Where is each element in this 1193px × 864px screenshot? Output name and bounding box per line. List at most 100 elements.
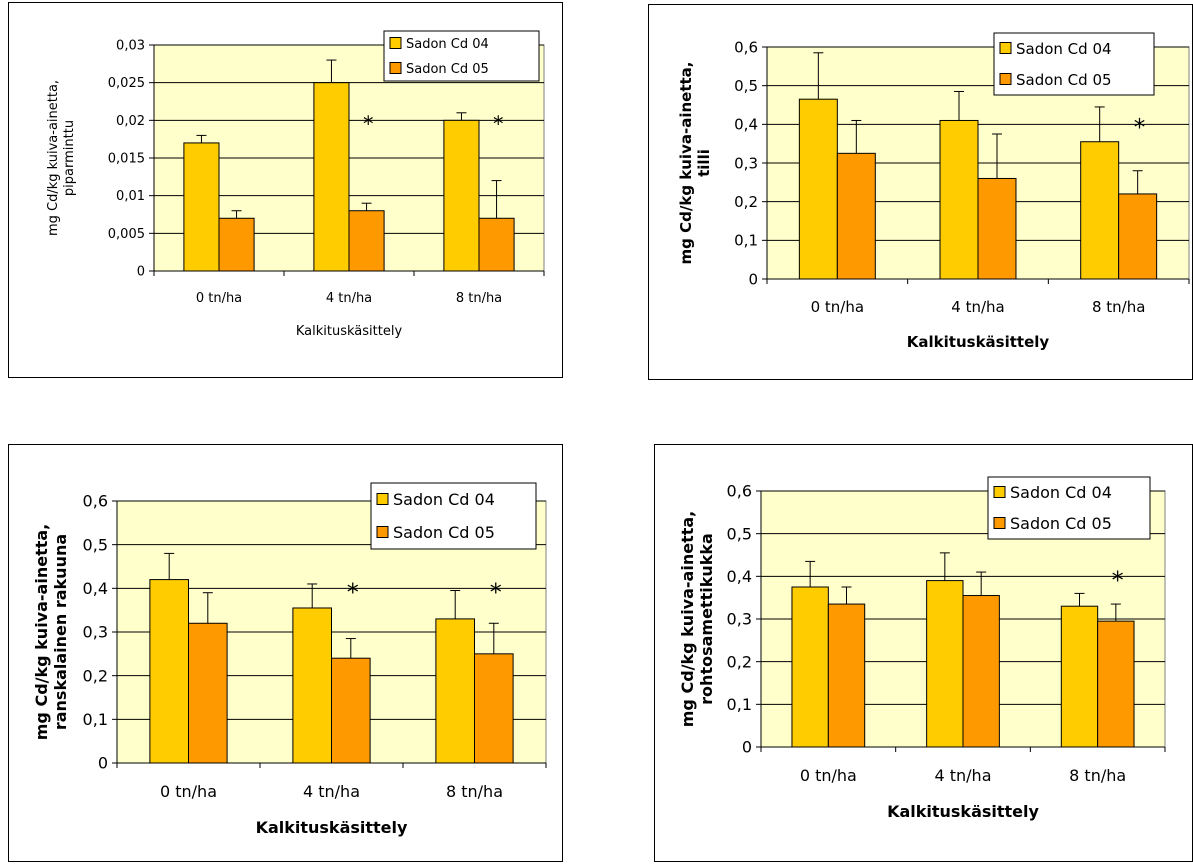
significance-marker: *: [493, 112, 504, 136]
bar-sadon-cd-05: [348, 210, 385, 272]
y-tick-label: 0,2: [734, 193, 758, 211]
legend-swatch: [376, 493, 389, 505]
y-tick-label: 0,6: [734, 38, 758, 56]
y-axis-title: mg Cd/kg kuiva-ainetta,rohtosamettikukka: [678, 511, 716, 727]
legend: Sadon Cd 04 Sadon Cd 05: [987, 476, 1151, 540]
y-tick-label: 0,3: [727, 610, 752, 629]
bar-sadon-cd-05: [1118, 193, 1158, 280]
bar-sadon-cd-05: [977, 177, 1017, 280]
x-tick-label: 8 tn/ha: [1092, 298, 1145, 316]
chart-svg: 0 0,1 0,2 0,3 0,4 0,5 0,6 0 tn/ha 4 tn/ha * 8 tn/h…: [677, 32, 1190, 351]
y-axis-title: mg Cd/kg kuiva-ainetta,ranskalainen raku…: [32, 524, 70, 740]
y-tick-label: 0,4: [83, 579, 108, 598]
y-tick-label: 0,015: [108, 152, 145, 167]
y-tick-label: 0,4: [727, 567, 752, 586]
y-tick-label: 0,4: [734, 116, 758, 134]
legend-swatch: [389, 37, 402, 49]
bar-sadon-cd-05: [188, 622, 228, 764]
bar-sadon-cd-05: [962, 595, 1000, 748]
y-axis-title: mg Cd/kg kuiva-ainetta,piparminttu: [46, 80, 77, 236]
y-tick-label: 0,02: [116, 114, 145, 129]
y-tick-label: 0,2: [727, 652, 752, 671]
bar-sadon-cd-04: [313, 82, 350, 272]
x-tick-label: 4 tn/ha: [934, 766, 991, 785]
legend-box: [987, 476, 1151, 540]
significance-marker: *: [1112, 566, 1124, 594]
legend-swatch: [376, 526, 389, 538]
y-tick-label: 0,005: [108, 227, 145, 242]
y-tick-label: 0,6: [83, 492, 108, 511]
y-tick-label: 0,1: [83, 710, 108, 729]
x-tick-label: 4 tn/ha: [326, 291, 372, 306]
bar-sadon-cd-04: [791, 586, 829, 748]
legend-label: Sadon Cd 05: [393, 523, 495, 542]
y-tick-label: 0: [748, 270, 758, 288]
x-tick-label: 0 tn/ha: [160, 782, 217, 801]
bar-sadon-cd-04: [183, 142, 220, 272]
y-tick-label: 0,3: [734, 154, 758, 172]
y-tick-label: 0,025: [108, 76, 145, 91]
chart-panel-rohtosamettikukka: 0 0,1 0,2 0,3 0,4 0,5 0,6 0 tn/ha 4 tn/ha * 8 tn/h…: [654, 444, 1193, 862]
bar-sadon-cd-05: [218, 217, 255, 272]
legend-box: [383, 30, 540, 82]
bar-sadon-cd-04: [1080, 141, 1120, 280]
bar-sadon-cd-05: [474, 653, 514, 764]
bar-sadon-cd-04: [435, 618, 476, 764]
y-tick-label: 0,3: [83, 623, 108, 642]
x-tick-label: 8 tn/ha: [1069, 766, 1126, 785]
y-tick-label: 0,03: [116, 39, 145, 54]
x-tick-label: 4 tn/ha: [951, 298, 1004, 316]
bar-sadon-cd-05: [836, 152, 876, 280]
legend-swatch: [999, 42, 1012, 54]
x-axis-title: Kalkituskäsittely: [256, 818, 408, 837]
x-tick-label: 8 tn/ha: [456, 291, 502, 306]
chart-svg: 0 0,1 0,2 0,3 0,4 0,5 0,6 0 tn/ha 4 tn/ha * 8 tn/h…: [678, 476, 1166, 821]
y-tick-label: 0,1: [734, 232, 758, 250]
chart-panel-ranskalainen-rakuuna: 0 0,1 0,2 0,3 0,4 0,5 0,6 0 tn/ha * 4 tn/ha * 8 tn/…: [8, 444, 563, 862]
x-tick-label: 0 tn/ha: [196, 291, 242, 306]
y-tick-label: 0: [98, 754, 108, 773]
x-tick-label: 0 tn/ha: [800, 766, 857, 785]
legend-label: Sadon Cd 05: [406, 62, 489, 77]
chart-svg: 0 0,005 0,01 0,015 0,02 0,025 0,03 0 tn/ha * 4 tn…: [46, 30, 545, 339]
bar-sadon-cd-04: [292, 607, 333, 764]
legend-label: Sadon Cd 04: [393, 490, 495, 509]
y-tick-label: 0,01: [116, 189, 145, 204]
y-tick-label: 0,1: [727, 695, 752, 714]
chart-panel-tilli: 0 0,1 0,2 0,3 0,4 0,5 0,6 0 tn/ha 4 tn/ha * 8 tn/h…: [648, 4, 1193, 380]
legend-label: Sadon Cd 04: [406, 37, 489, 52]
legend-label: Sadon Cd 05: [1010, 514, 1112, 533]
legend-swatch: [993, 517, 1006, 529]
legend-swatch: [999, 73, 1012, 85]
chart-panel-piparminttu: 0 0,005 0,01 0,015 0,02 0,025 0,03 0 tn/ha * 4 tn…: [8, 2, 563, 378]
legend: Sadon Cd 04 Sadon Cd 05: [383, 30, 540, 82]
y-tick-label: 0,5: [727, 524, 752, 543]
x-tick-label: 0 tn/ha: [811, 298, 864, 316]
legend: Sadon Cd 04 Sadon Cd 05: [993, 32, 1155, 96]
legend-label: Sadon Cd 04: [1010, 483, 1112, 502]
bar-sadon-cd-05: [827, 603, 866, 748]
y-tick-label: 0: [742, 738, 752, 757]
significance-marker: *: [347, 579, 359, 607]
x-axis-title: Kalkituskäsittely: [296, 324, 403, 339]
bar-sadon-cd-04: [939, 119, 979, 280]
bar-sadon-cd-05: [1097, 620, 1135, 748]
y-axis-title: mg Cd/kg kuiva-ainetta,tilli: [677, 62, 713, 265]
significance-marker: *: [490, 579, 502, 607]
y-tick-label: 0,5: [734, 77, 758, 95]
legend-swatch: [993, 486, 1006, 498]
significance-marker: *: [1134, 115, 1146, 141]
y-tick-label: 0,5: [83, 535, 108, 554]
x-tick-label: 4 tn/ha: [303, 782, 360, 801]
bar-sadon-cd-04: [149, 579, 189, 764]
chart-svg: 0 0,1 0,2 0,3 0,4 0,5 0,6 0 tn/ha * 4 tn/ha * 8 tn/…: [32, 482, 547, 837]
legend-box: [370, 482, 537, 550]
bar-sadon-cd-04: [1060, 605, 1099, 748]
legend: Sadon Cd 04 Sadon Cd 05: [370, 482, 537, 550]
bar-sadon-cd-04: [798, 98, 838, 280]
bar-sadon-cd-04: [926, 580, 964, 748]
x-tick-label: 8 tn/ha: [446, 782, 503, 801]
legend-box: [993, 32, 1155, 96]
significance-marker: *: [363, 112, 374, 136]
bar-sadon-cd-05: [331, 657, 371, 764]
